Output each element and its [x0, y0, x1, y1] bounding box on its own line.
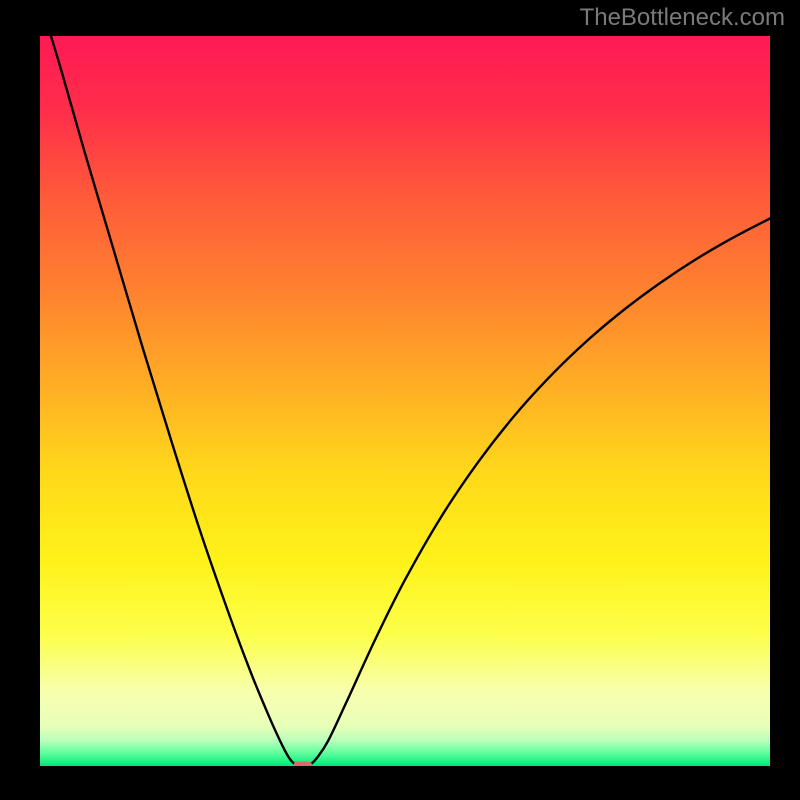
watermark-text: TheBottleneck.com — [580, 4, 785, 32]
optimal-point-marker — [293, 762, 312, 766]
chart-background — [40, 36, 770, 766]
chart-svg — [40, 36, 770, 766]
bottleneck-chart — [40, 36, 770, 766]
